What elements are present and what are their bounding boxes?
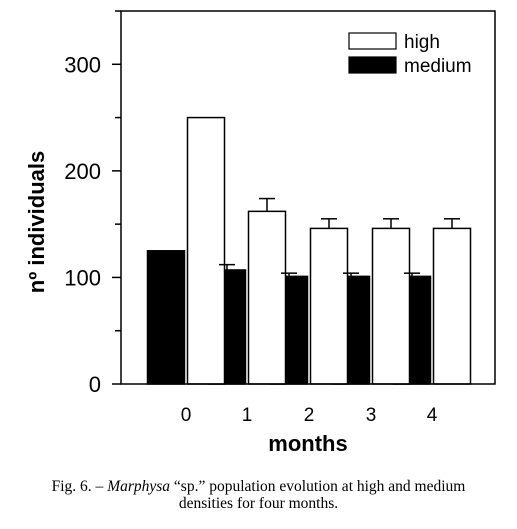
caption-line-1: Fig. 6. – Marphysa “sp.” population evol…: [0, 478, 517, 495]
legend-label-high: high: [404, 32, 440, 53]
y-axis-label: nº individuals: [24, 151, 49, 294]
bar-series-1-1: [247, 210, 287, 385]
y-ticks-group: 0 100 200 300: [64, 10, 121, 397]
y-tick-label-100: 100: [64, 265, 101, 290]
x-tick-label-2: 2: [304, 405, 315, 426]
x-tick-label-4: 4: [427, 405, 438, 426]
bar-series-1-2: [309, 227, 349, 385]
bars-group: [146, 116, 472, 385]
caption-suffix: “sp.” population evolution at high and m…: [170, 478, 466, 495]
x-tick-label-1: 1: [242, 405, 253, 426]
bar-series-1-4: [432, 227, 472, 385]
x-tick-label-3: 3: [366, 405, 377, 426]
caption-prefix: Fig. 6. –: [51, 478, 108, 495]
plot-frame: [120, 10, 496, 385]
bar-series-1-3: [371, 227, 411, 385]
figure-caption: Fig. 6. – Marphysa “sp.” population evol…: [0, 478, 517, 512]
legend-label-medium: medium: [404, 56, 472, 77]
bar-series-0-0: [146, 250, 186, 385]
y-tick-label-200: 200: [64, 159, 101, 184]
x-ticks-group: 0 1 2 3 4: [181, 405, 438, 426]
caption-species: Marphysa: [107, 478, 171, 495]
bar-series-1-0: [186, 116, 226, 385]
caption-line-2: densities for four months.: [178, 495, 339, 512]
x-tick-label-0: 0: [181, 405, 192, 426]
error-bars-group: [219, 197, 460, 277]
legend: high medium: [348, 32, 472, 77]
legend-swatch-medium: [348, 56, 397, 74]
x-axis-label: months: [268, 431, 347, 456]
y-tick-label-300: 300: [64, 52, 101, 77]
legend-swatch-high: [348, 32, 397, 50]
y-tick-label-0: 0: [89, 372, 101, 397]
bar-chart: 0 100 200 300 0 1 2 3 4 nº individuals months h…: [24, 10, 496, 456]
